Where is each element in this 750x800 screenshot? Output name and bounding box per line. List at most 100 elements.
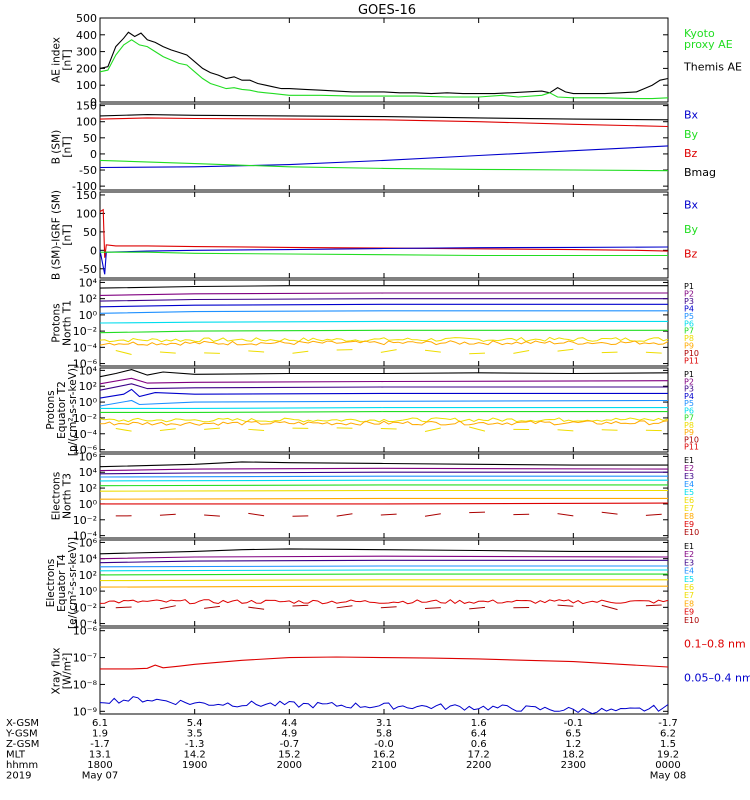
y-tick-label: 10⁰ — [79, 396, 98, 409]
series-segment — [115, 606, 132, 609]
legend-entry: E3 — [684, 472, 694, 481]
legend-entry: Bx — [684, 109, 699, 122]
y-axis-label: [nT] — [62, 49, 74, 70]
series-line-p6 — [100, 407, 668, 409]
y-tick-label: 10⁻⁶ — [73, 444, 98, 457]
footer-row-label: hhmm — [6, 760, 38, 771]
legend-entry: P8 — [684, 334, 694, 343]
series-segment — [557, 604, 574, 607]
series-segment — [645, 604, 662, 607]
footer-cell-x-gsm: 3.1 — [376, 718, 392, 729]
series-line-e6 — [99, 573, 668, 576]
panel-frame — [99, 627, 669, 715]
y-tick-label: 10⁰ — [79, 498, 98, 511]
series-line-p2 — [99, 377, 669, 385]
series-segment — [380, 349, 397, 353]
legend-entry: Bz — [684, 147, 698, 160]
legend-entry: P11 — [684, 443, 699, 452]
y-tick-label: 0 — [90, 148, 97, 161]
legend-entry: P5 — [684, 312, 694, 321]
y-tick-label: 10⁴ — [79, 553, 98, 566]
series-segment — [204, 605, 220, 609]
series-line-0-1-0-8-nm — [100, 656, 669, 670]
footer-cell-z-gsm: 1.5 — [660, 739, 676, 750]
series-segment — [204, 427, 220, 430]
footer-cell-y-gsm: 6.5 — [565, 729, 581, 740]
footer-cell-mlt: 19.2 — [657, 750, 679, 761]
y-tick-label: 0 — [90, 96, 97, 109]
footer-cell-hhmm: 2300 — [561, 760, 586, 771]
y-tick-label: 10⁻⁶ — [73, 625, 98, 638]
y-tick-label: 10² — [79, 569, 97, 582]
y-tick-label: 10⁻⁴ — [73, 618, 98, 631]
legend-entry: Themis AE — [683, 61, 742, 74]
series-line-p1 — [99, 285, 668, 289]
series-line-p7 — [99, 329, 668, 334]
series-line-themis-ae — [99, 31, 669, 95]
series-segment — [601, 511, 618, 515]
legend-entry: E9 — [684, 520, 694, 529]
series-line-bmag — [99, 114, 669, 121]
legend-entry: P6 — [684, 406, 694, 415]
legend-entry: P6 — [684, 319, 694, 328]
legend-entry: P7 — [684, 327, 694, 336]
series-line-e1 — [99, 461, 668, 468]
footer-cell-z-gsm: -0.7 — [280, 739, 300, 750]
footer-cell-hhmm: 0000 — [655, 760, 680, 771]
series-line-bx — [99, 145, 669, 169]
series-segment — [115, 428, 132, 432]
y-tick-label: 150 — [76, 189, 97, 202]
series-line-e3 — [99, 471, 668, 475]
legend-entry: E1 — [684, 542, 694, 551]
y-axis-label: North T1 — [62, 300, 74, 346]
series-line-e9 — [99, 599, 669, 605]
y-axis-label: [W/m²] — [62, 653, 74, 690]
y-tick-label: 10² — [79, 293, 97, 306]
legend-entry: P4 — [684, 304, 694, 313]
panel-xray: 10⁻⁹ 10⁻⁸ 10⁻⁷ 10⁻⁶ Xray flux [W/m²] 0.1–0.8 n… — [51, 625, 750, 719]
y-tick-label: -50 — [79, 164, 97, 177]
y-tick-label: 10⁴ — [79, 466, 98, 479]
y-tick-label: 100 — [76, 207, 97, 220]
series-segment — [469, 352, 485, 355]
series-line-p4 — [99, 303, 668, 308]
legend-entry: E8 — [684, 512, 694, 521]
series-line-p1 — [99, 369, 669, 378]
series-segment — [601, 604, 618, 611]
y-tick-label: 10⁴ — [79, 364, 98, 377]
footer-cell-y-gsm: 4.9 — [281, 729, 297, 740]
series-segment — [336, 513, 353, 517]
footer-cell-y-gsm: 6.2 — [660, 729, 676, 740]
legend-entry: Kyoto — [684, 27, 715, 40]
y-axis-label: AE index — [51, 37, 63, 83]
series-segments-e10 — [115, 604, 662, 611]
footer-cell-z-gsm: -1.3 — [185, 739, 205, 750]
legend-entry: E2 — [684, 464, 694, 473]
legend-entry: P8 — [684, 421, 694, 430]
series-line-e8 — [99, 585, 668, 588]
legend-entry: P9 — [684, 428, 694, 437]
y-tick-label: 150 — [76, 100, 97, 113]
panel-frame — [99, 453, 669, 539]
footer-cell-hhmm: 2000 — [277, 760, 302, 771]
series-segment — [557, 429, 574, 432]
series-segment — [469, 511, 485, 514]
series-segment — [513, 350, 530, 354]
y-axis-label: Electrons — [45, 559, 57, 608]
y-axis-label: Protons — [45, 390, 57, 429]
series-line-e5 — [99, 569, 668, 572]
legend-entry: Bmag — [684, 166, 716, 179]
footer-cell-hhmm: 1900 — [182, 760, 207, 771]
legend-entry: E3 — [684, 558, 694, 567]
series-segment — [424, 513, 441, 517]
y-tick-label: 10⁻⁶ — [73, 358, 98, 371]
series-line-by — [99, 159, 669, 172]
legend-entry: P1 — [684, 282, 694, 291]
series-segment — [248, 606, 265, 610]
footer-cell-mlt: 18.2 — [562, 750, 584, 761]
series-segments-e10 — [115, 511, 662, 517]
series-line-e3 — [99, 559, 668, 564]
footer-row-label: Z-GSM — [6, 739, 39, 750]
